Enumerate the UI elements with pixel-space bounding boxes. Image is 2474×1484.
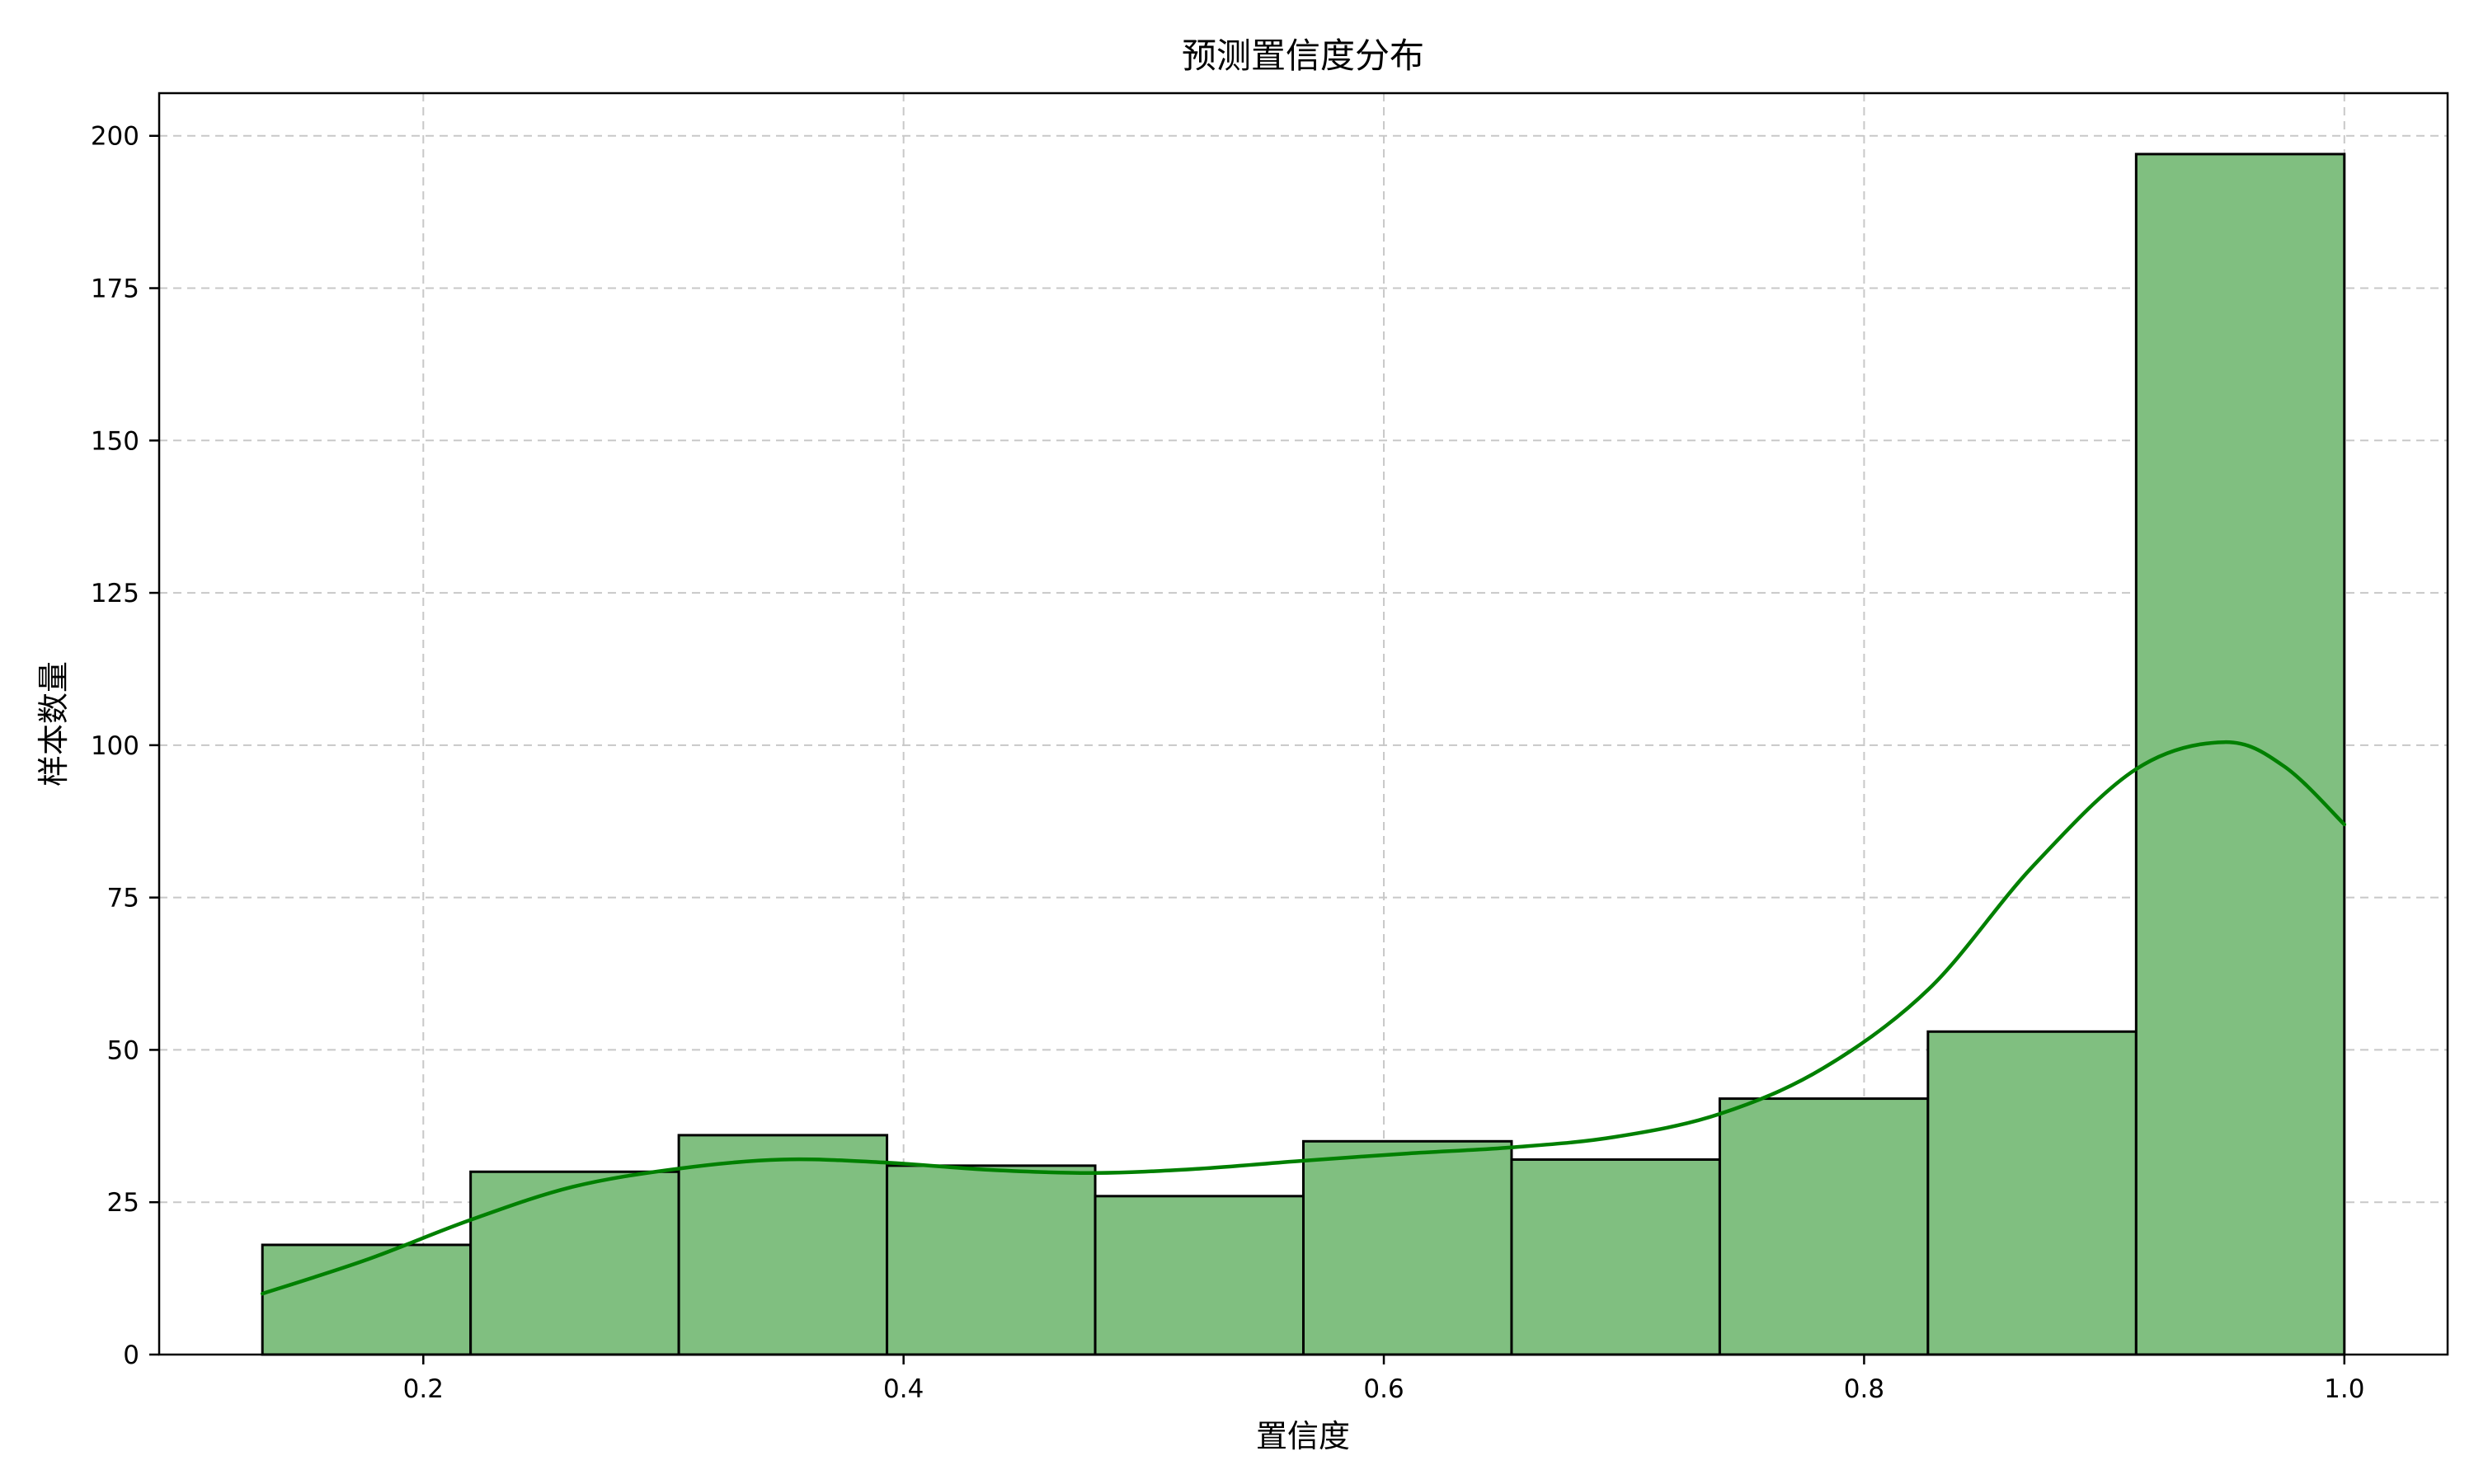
kde-curve bbox=[260, 740, 2347, 1296]
y-tick-label: 200 bbox=[91, 122, 139, 152]
histogram-bar bbox=[469, 1170, 680, 1356]
y-axis-ticks: 0 25 50 75 100 125 150 175 200 bbox=[91, 122, 159, 1370]
y-tick-label: 125 bbox=[91, 579, 139, 608]
histogram-bar bbox=[1510, 1158, 1721, 1356]
y-tick-label: 100 bbox=[91, 731, 139, 761]
x-tick-label: 0.8 bbox=[1844, 1374, 1884, 1404]
x-tick-label: 0.2 bbox=[403, 1374, 444, 1404]
x-tick-label: 1.0 bbox=[2324, 1374, 2364, 1404]
y-axis-label: 样本数量 bbox=[35, 661, 72, 787]
y-tick-label: 150 bbox=[91, 426, 139, 456]
x-tick-label: 0.6 bbox=[1363, 1374, 1404, 1404]
x-tick-label: 0.4 bbox=[883, 1374, 924, 1404]
histogram-bar bbox=[1094, 1195, 1305, 1356]
y-tick-label: 175 bbox=[91, 275, 139, 304]
y-tick-label: 50 bbox=[107, 1036, 139, 1065]
y-tick-label: 75 bbox=[107, 884, 139, 913]
histogram-bar bbox=[1718, 1097, 1930, 1356]
x-axis-ticks: 0.2 0.4 0.6 0.8 1.0 bbox=[403, 1355, 2364, 1404]
y-tick-label: 0 bbox=[123, 1341, 139, 1370]
plot-area-frame bbox=[158, 92, 2449, 1356]
histogram-bar bbox=[261, 1243, 473, 1356]
histogram-bars bbox=[261, 153, 2346, 1356]
x-axis-label: 置信度 bbox=[1256, 1418, 1350, 1454]
histogram-bar bbox=[1926, 1030, 2138, 1356]
histogram-bar bbox=[886, 1164, 1097, 1356]
histogram-bar bbox=[1302, 1139, 1513, 1356]
histogram-bar bbox=[2134, 153, 2346, 1356]
y-tick-label: 25 bbox=[107, 1188, 139, 1218]
kde-curve-group bbox=[260, 740, 2347, 1296]
histogram-bar bbox=[677, 1134, 889, 1356]
chart-title: 预测置信度分布 bbox=[1182, 35, 1424, 76]
